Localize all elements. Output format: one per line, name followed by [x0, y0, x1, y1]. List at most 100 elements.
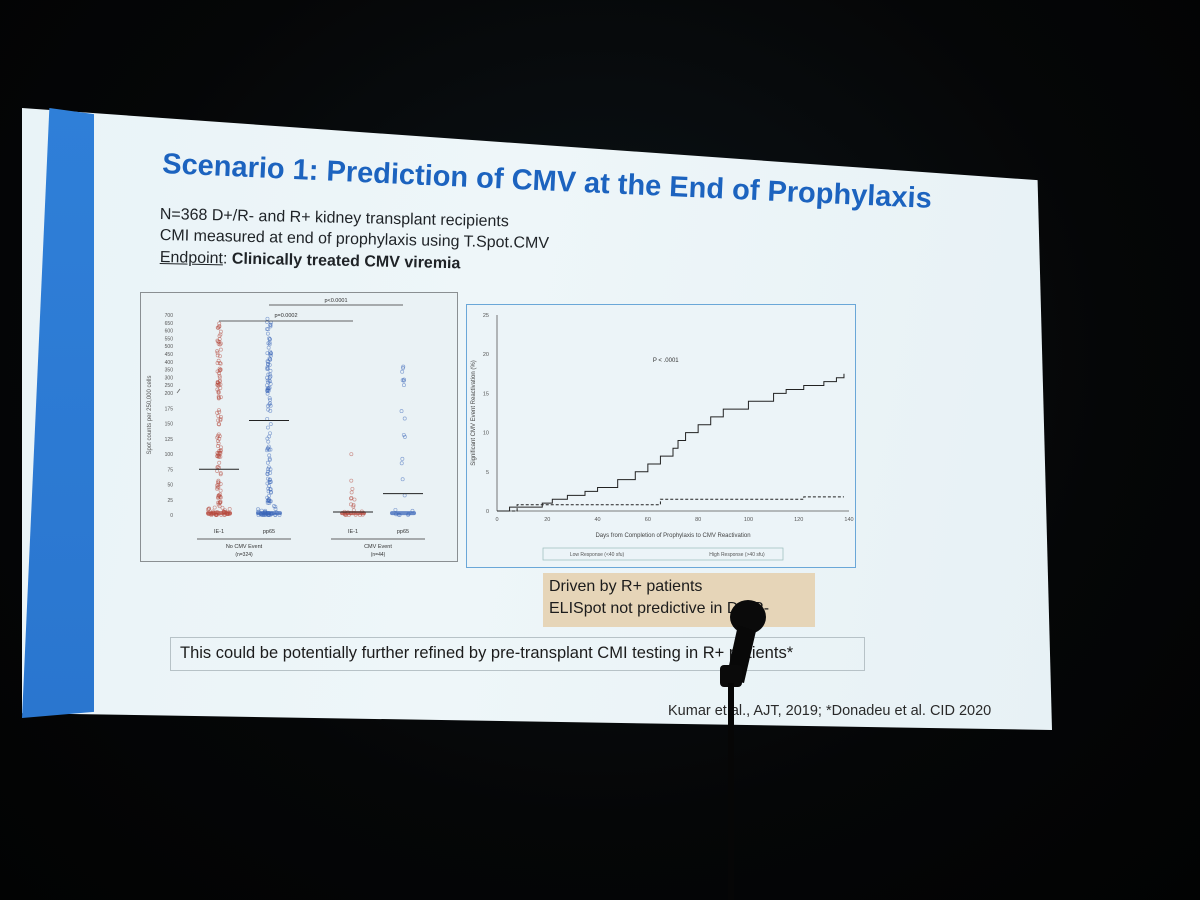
- scatter-point: [265, 378, 270, 383]
- scatter-point: [217, 371, 221, 376]
- note-box: This could be potentially further refine…: [170, 637, 865, 671]
- km-x-tick: 60: [645, 517, 651, 523]
- reactivation-curve-chart: 0 5 10 15 20 25 0 20 40 60 80 100 120 140 Days from Co…: [466, 304, 856, 568]
- scatter-point: [265, 448, 269, 453]
- scatter-y-tick: 250: [165, 383, 174, 389]
- scatter-point: [266, 361, 271, 366]
- scatter-point: [268, 467, 273, 472]
- km-y-tick: 10: [483, 431, 489, 437]
- scatter-point: [216, 432, 221, 437]
- callout-line-2: ELISpot not predictive in D+/R-: [549, 600, 770, 617]
- scatter-point: [266, 372, 271, 377]
- scatter-point: [216, 389, 221, 394]
- scatter-point: [227, 507, 232, 511]
- scatter-group-label: CMV Event: [364, 544, 392, 550]
- scatter-y-tick: 600: [165, 329, 174, 335]
- scatter-point: [401, 432, 406, 437]
- scatter-y-axis-label: Spot counts per 250,000 cells: [147, 375, 153, 454]
- km-x-tick: 40: [595, 517, 601, 523]
- scatter-point: [218, 472, 223, 477]
- callout-box: Driven by R+ patients ELISpot not predic…: [543, 573, 815, 627]
- scatter-axis-break: [176, 388, 181, 394]
- scatter-point: [268, 487, 273, 492]
- scatter-svg: Spot counts per 250,000 cells 0 25 50 75 100 1…: [147, 298, 425, 558]
- scatter-point: [267, 378, 272, 383]
- scatter-point: [349, 452, 354, 457]
- scatter-point: [266, 345, 271, 350]
- km-x-tick: 80: [695, 517, 701, 523]
- scatter-point: [273, 507, 278, 511]
- scatter-y-tick: 200: [165, 391, 174, 397]
- scatter-point: [265, 436, 270, 441]
- scatter-point: [268, 422, 273, 427]
- scatter-y-tick: 150: [165, 422, 174, 428]
- scatter-y-tick: 0: [170, 513, 173, 519]
- scatter-point: [216, 390, 221, 395]
- scatter-point: [399, 409, 404, 414]
- scatter-point: [273, 504, 278, 509]
- scatter-point: [217, 324, 222, 329]
- scatter-point: [216, 500, 221, 505]
- km-x-tick: 0: [495, 517, 498, 523]
- scatter-category-label: IE-1: [348, 529, 358, 535]
- km-svg: 0 5 10 15 20 25 0 20 40 60 80 100 120 140 Days from Co…: [471, 313, 854, 561]
- callout-line-1: Driven by R+ patients: [549, 578, 703, 595]
- scatter-point: [266, 407, 271, 412]
- scatter-group-n: (n=44): [371, 552, 386, 558]
- scatter-y-tick: 25: [167, 498, 173, 504]
- scatter-group-label: No CMV Event: [226, 544, 263, 550]
- scatter-point: [217, 368, 222, 373]
- scatter-point: [267, 484, 271, 488]
- scatter-point: [402, 434, 407, 439]
- scatter-point: [349, 478, 354, 483]
- scatter-sig-label: p=0.0002: [274, 313, 297, 319]
- scatter-point: [268, 431, 272, 436]
- scatter-point: [265, 316, 270, 321]
- scatter-point: [218, 488, 223, 493]
- scatter-point: [215, 350, 220, 355]
- endpoint-value: Clinically treated CMV viremia: [231, 250, 461, 273]
- scatter-point: [217, 375, 222, 380]
- scatter-point: [219, 414, 223, 419]
- scatter-point: [402, 416, 407, 421]
- scatter-point: [216, 408, 221, 413]
- scatter-point: [399, 461, 404, 466]
- scatter-point: [218, 354, 222, 359]
- scatter-point: [268, 357, 273, 362]
- scatter-point: [268, 352, 272, 357]
- scatter-y-tick: 500: [165, 344, 174, 350]
- scatter-point: [267, 372, 272, 377]
- scatter-point: [216, 441, 221, 446]
- scatter-point: [217, 493, 222, 498]
- scatter-point: [217, 500, 222, 505]
- citation: Kumar et al., AJT, 2019; *Donadeu et al.…: [668, 703, 992, 719]
- scatter-point: [215, 469, 220, 474]
- scatter-point: [265, 460, 270, 465]
- scatter-point: [401, 366, 405, 370]
- scatter-y-tick: 450: [165, 352, 174, 358]
- scatter-point: [217, 409, 222, 414]
- scatter-point: [268, 322, 273, 327]
- scatter-point: [212, 505, 217, 510]
- scatter-point: [218, 341, 223, 346]
- scatter-point: [349, 502, 353, 507]
- scatter-point: [268, 408, 273, 413]
- scatter-point: [266, 469, 270, 474]
- scatter-y-tick: 175: [165, 406, 174, 412]
- scatter-point: [216, 482, 221, 487]
- scatter-point: [350, 486, 355, 491]
- scatter-point: [216, 383, 221, 388]
- scatter-point: [256, 507, 261, 512]
- scatter-y-tick: 125: [165, 437, 174, 443]
- km-p-value: P < .0001: [653, 358, 679, 364]
- scatter-y-tick: 100: [165, 452, 174, 458]
- km-series-line: [497, 373, 845, 512]
- scatter-point: [265, 495, 270, 500]
- scatter-point: [265, 472, 270, 477]
- scatter-point: [215, 380, 220, 384]
- scatter-point: [266, 486, 271, 491]
- scatter-point: [351, 504, 356, 509]
- scatter-point: [217, 422, 222, 427]
- scatter-point: [265, 331, 270, 336]
- scatter-point: [265, 319, 269, 324]
